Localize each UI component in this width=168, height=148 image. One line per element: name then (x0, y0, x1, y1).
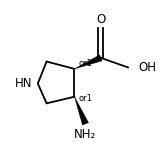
Polygon shape (74, 55, 102, 69)
Text: or1: or1 (79, 59, 93, 68)
Text: OH: OH (138, 61, 156, 74)
Text: or1: or1 (79, 94, 93, 103)
Text: O: O (96, 13, 106, 26)
Text: NH₂: NH₂ (74, 128, 97, 141)
Polygon shape (74, 97, 89, 125)
Text: HN: HN (14, 77, 32, 90)
